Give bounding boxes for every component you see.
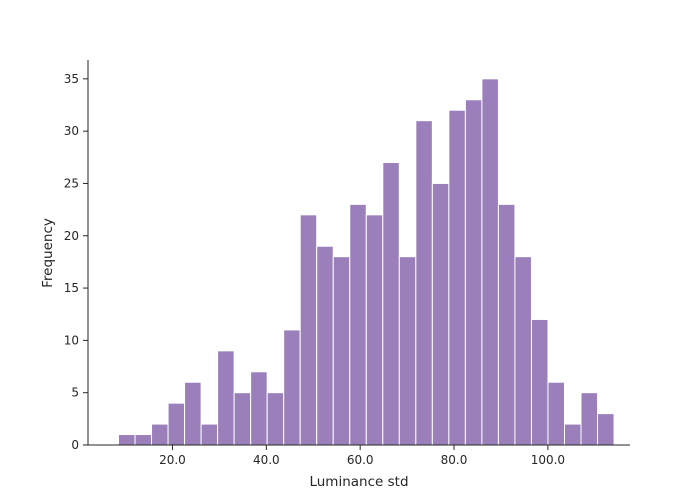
histogram-bar <box>448 109 466 446</box>
y-tick-label: 25 <box>64 176 79 190</box>
y-tick-label: 15 <box>64 281 79 295</box>
histogram-bar <box>332 256 351 446</box>
x-axis-ticks: 20.0 40.0 60.0 80.0 100.0 <box>159 445 565 467</box>
y-axis-title: Frequency <box>40 218 56 288</box>
histogram-bar <box>481 78 499 446</box>
y-tick-label: 30 <box>64 124 79 138</box>
histogram-bar <box>415 120 433 446</box>
y-tick-label: 35 <box>64 72 79 86</box>
histogram-bar <box>167 402 186 446</box>
histogram-bars <box>118 78 615 446</box>
histogram-bar <box>299 214 318 446</box>
histogram-bar <box>365 214 384 446</box>
histogram-bar <box>547 381 565 446</box>
y-tick-label: 0 <box>71 438 79 452</box>
histogram-bar <box>118 434 136 446</box>
histogram-bar <box>398 256 417 446</box>
histogram-bar <box>514 256 532 446</box>
y-tick-label: 20 <box>64 229 79 243</box>
histogram-bar <box>563 423 582 446</box>
histogram-bar <box>497 203 516 446</box>
x-tick-label: 60.0 <box>347 453 374 467</box>
x-tick-label: 40.0 <box>253 453 280 467</box>
histogram-bar <box>250 371 268 446</box>
histogram-bar <box>151 423 169 446</box>
histogram-bar <box>382 162 400 446</box>
histogram-bar <box>530 318 549 446</box>
histogram-bar <box>217 350 235 446</box>
x-tick-label: 80.0 <box>441 453 468 467</box>
histogram-bar <box>134 434 153 446</box>
x-tick-label: 100.0 <box>531 453 565 467</box>
y-tick-label: 5 <box>71 386 79 400</box>
histogram-bar <box>316 245 334 446</box>
x-tick-label: 20.0 <box>159 453 186 467</box>
x-axis-title: Luminance std <box>309 474 408 490</box>
histogram-bar <box>266 392 285 446</box>
histogram-bar <box>580 392 599 446</box>
histogram-bar <box>464 99 483 446</box>
histogram-bar <box>349 203 367 446</box>
y-tick-label: 10 <box>64 333 79 347</box>
histogram-bar <box>283 329 301 446</box>
y-axis-ticks: 0 5 10 15 20 25 30 35 <box>64 72 88 452</box>
histogram-bar <box>431 182 450 446</box>
histogram-bar <box>184 381 202 446</box>
histogram-bar <box>233 392 252 446</box>
histogram-bar <box>200 423 219 446</box>
histogram-bar <box>597 413 615 446</box>
